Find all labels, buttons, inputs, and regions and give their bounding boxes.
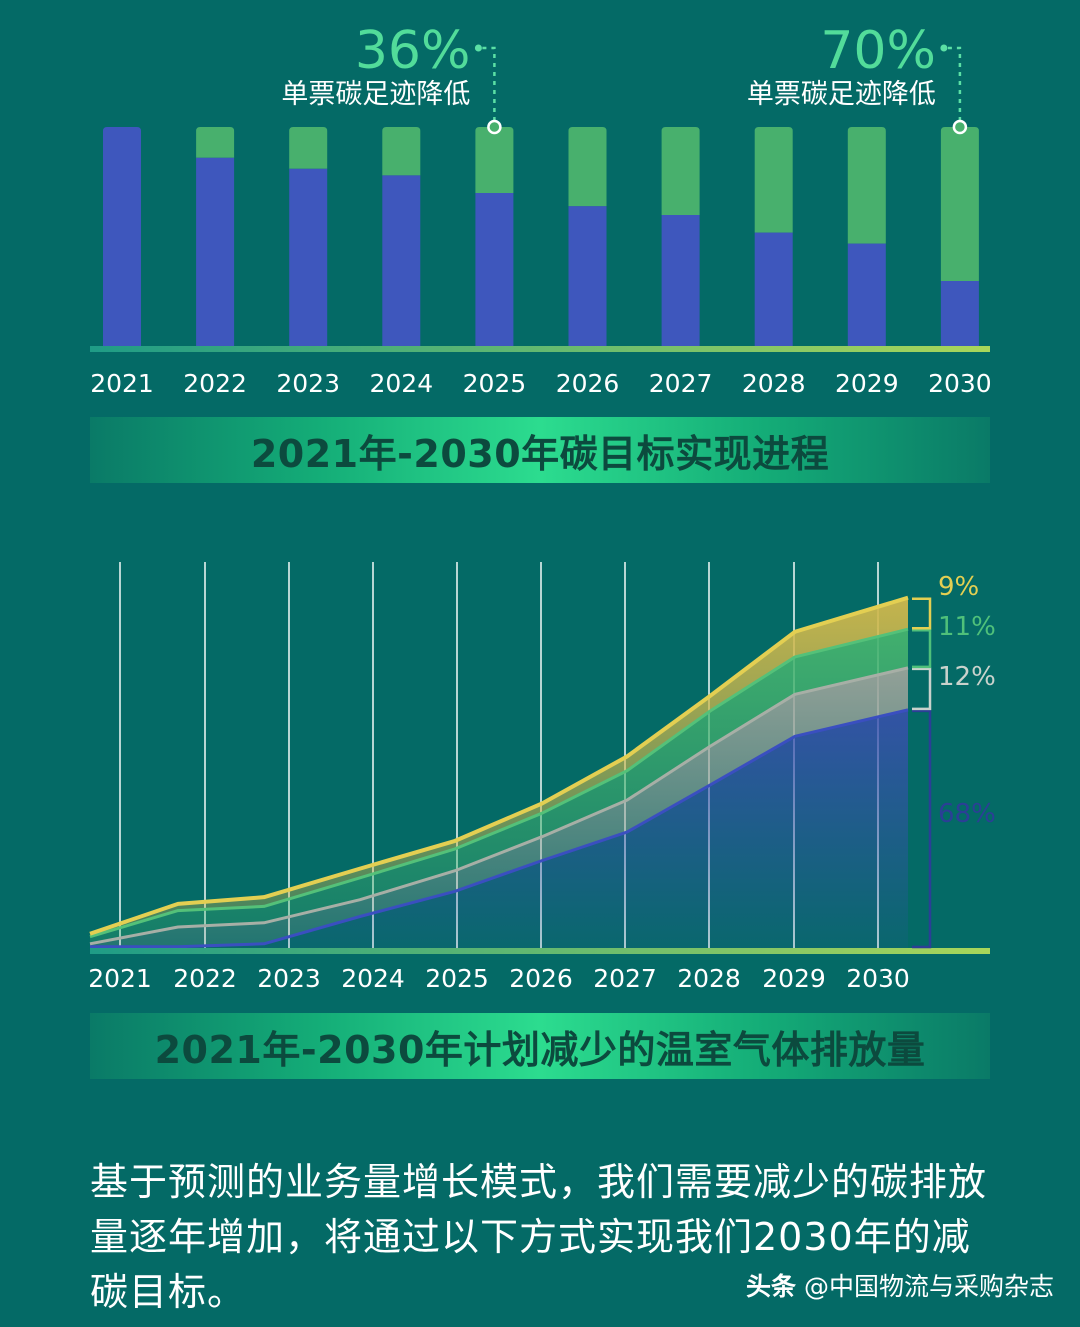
x-tick-label: 2028 (677, 964, 741, 993)
share-label: 9% (938, 572, 979, 602)
x-tick-label: 2021 (90, 369, 154, 398)
share-bracket: 68% (912, 709, 996, 949)
x-axis-baseline (90, 346, 990, 352)
bar-base-segment (940, 281, 979, 347)
bracket-line (912, 628, 932, 669)
bar-chart-title: 2021年-2030年碳目标实现进程 (250, 431, 830, 476)
bracket-line (912, 667, 932, 711)
annotation-leader-line (947, 46, 962, 127)
area-series-line (89, 595, 909, 936)
share-bracket: 12% (912, 662, 996, 711)
x-tick-label: 2023 (276, 369, 340, 398)
x-tick-label: 2029 (835, 369, 899, 398)
x-tick-label: 2021 (88, 964, 152, 993)
bar-base-segment (568, 206, 607, 347)
x-axis-baseline (90, 948, 990, 954)
area-band (90, 709, 908, 948)
annotation: 70%单票碳足迹降低 (747, 21, 968, 135)
bar-group (103, 127, 141, 347)
bar-base-segment (475, 193, 514, 347)
bar-group (382, 127, 421, 347)
area-chart-title: 2021年-2030年计划减少的温室气体排放量 (154, 1027, 926, 1072)
bar-base-segment (847, 243, 886, 347)
annotation-label: 单票碳足迹降低 (747, 79, 936, 110)
bar-base-segment (754, 232, 793, 347)
description-paragraph: 基于预测的业务量增长模式，我们需要减少的碳排放量逐年增加，将通过以下方式实现我们… (90, 1160, 988, 1314)
bar-group (661, 127, 700, 347)
x-tick-label: 2025 (425, 964, 489, 993)
bar-group (847, 127, 886, 347)
area-band (90, 597, 908, 937)
area-chart-title-banner: 2021年-2030年计划减少的温室气体排放量 (90, 1013, 990, 1079)
bar-base-segment (289, 168, 328, 347)
x-tick-label: 2027 (649, 369, 713, 398)
x-tick-label: 2026 (509, 964, 573, 993)
bar-reduction-segment (475, 127, 514, 193)
bar-reduction-segment (661, 127, 700, 215)
area-series-line (89, 666, 909, 946)
x-tick-label: 2024 (369, 369, 433, 398)
annotation: 36%单票碳足迹降低 (281, 21, 502, 135)
bar-chart: 2021 2022 2023 2024 2025 2026 2027 2028 2029 2030… (90, 21, 992, 398)
bar-base-segment (661, 215, 700, 347)
area-series-line (89, 627, 909, 939)
watermark-account: @中国物流与采购杂志 (803, 1272, 1054, 1301)
annotation-marker (487, 119, 502, 135)
bar-reduction-segment (289, 127, 328, 169)
bar-reduction-segment (754, 127, 793, 233)
area-chart: 2021 2022 2023 2024 2025 2026 2027 2028 2029 2030… (88, 562, 996, 993)
annotation-value: 36% (355, 21, 471, 81)
bar-reduction-segment (940, 127, 979, 281)
bar-reduction-segment (568, 127, 607, 207)
annotation-value: 70% (820, 21, 936, 81)
x-tick-label: 2030 (846, 964, 910, 993)
bar-group (475, 127, 514, 347)
bar-group (196, 127, 235, 347)
x-tick-label: 2025 (463, 369, 527, 398)
x-tick-label: 2028 (742, 369, 806, 398)
bar-group (568, 127, 607, 347)
bar-base-segment (103, 127, 141, 347)
x-tick-label: 2024 (341, 964, 405, 993)
share-bracket: 11% (912, 612, 996, 669)
share-bracket: 9% (912, 572, 979, 630)
bar-reduction-segment (847, 127, 886, 244)
area-band (90, 667, 908, 947)
annotation-leader-line (482, 46, 496, 127)
watermark: 头条 @中国物流与采购杂志 (746, 1267, 1054, 1303)
annotation-dot (940, 44, 948, 52)
share-label: 68% (938, 799, 996, 829)
annotation-dot (474, 44, 482, 52)
bar-reduction-segment (382, 127, 421, 176)
x-tick-label: 2030 (928, 369, 992, 398)
annotation-marker (952, 119, 968, 135)
bracket-line (912, 597, 932, 630)
bar-chart-title-banner: 2021年-2030年碳目标实现进程 (90, 417, 990, 483)
x-tick-label: 2022 (183, 369, 247, 398)
x-tick-label: 2027 (593, 964, 657, 993)
watermark-platform: 头条 (746, 1272, 797, 1301)
bar-group (754, 127, 793, 347)
x-tick-label: 2026 (556, 369, 620, 398)
bar-base-segment (196, 157, 235, 347)
share-label: 12% (938, 662, 996, 692)
area-band (90, 629, 908, 944)
bar-group (940, 127, 979, 347)
share-label: 11% (938, 612, 996, 642)
area-series-line (90, 708, 909, 949)
x-tick-label: 2023 (257, 964, 321, 993)
x-tick-label: 2022 (173, 964, 237, 993)
bar-base-segment (382, 175, 421, 347)
x-tick-label: 2029 (762, 964, 826, 993)
annotation-label: 单票碳足迹降低 (281, 79, 470, 110)
bracket-line (912, 709, 932, 949)
bar-group (289, 127, 328, 347)
bar-reduction-segment (196, 127, 235, 158)
